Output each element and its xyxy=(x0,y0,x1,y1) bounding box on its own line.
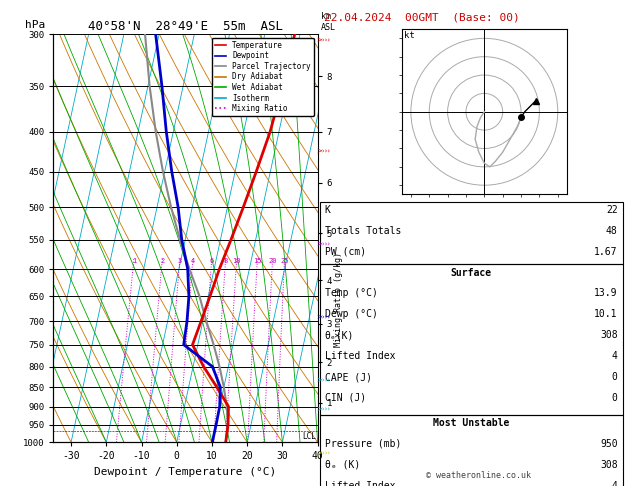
Text: 22: 22 xyxy=(606,205,618,215)
Text: K: K xyxy=(325,205,330,215)
Legend: Temperature, Dewpoint, Parcel Trajectory, Dry Adiabat, Wet Adiabat, Isotherm, Mi: Temperature, Dewpoint, Parcel Trajectory… xyxy=(211,38,314,116)
Text: >›››: >››› xyxy=(316,240,330,246)
Text: 8: 8 xyxy=(224,258,228,263)
Text: Dewp (°C): Dewp (°C) xyxy=(325,309,377,319)
Text: Mixing Ratio (g/kg): Mixing Ratio (g/kg) xyxy=(334,252,343,347)
Text: 48: 48 xyxy=(606,226,618,236)
Title: 40°58'N  28°49'E  55m  ASL: 40°58'N 28°49'E 55m ASL xyxy=(88,20,283,33)
Text: 22.04.2024  00GMT  (Base: 00): 22.04.2024 00GMT (Base: 00) xyxy=(324,12,520,22)
Text: Most Unstable: Most Unstable xyxy=(433,418,509,428)
Text: >›››: >››› xyxy=(316,449,330,455)
Text: © weatheronline.co.uk: © weatheronline.co.uk xyxy=(426,471,530,480)
Text: 25: 25 xyxy=(281,258,289,263)
Text: 4: 4 xyxy=(191,258,195,263)
Text: 308: 308 xyxy=(600,330,618,340)
Text: 15: 15 xyxy=(253,258,262,263)
Text: 1: 1 xyxy=(132,258,136,263)
Text: CIN (J): CIN (J) xyxy=(325,393,365,403)
X-axis label: Dewpoint / Temperature (°C): Dewpoint / Temperature (°C) xyxy=(94,467,277,477)
Text: >›››: >››› xyxy=(316,148,330,154)
Text: θₑ (K): θₑ (K) xyxy=(325,460,360,470)
Text: km
ASL: km ASL xyxy=(321,12,336,32)
Text: 2: 2 xyxy=(160,258,165,263)
Text: 20: 20 xyxy=(269,258,277,263)
Text: 0: 0 xyxy=(612,372,618,382)
Text: 4: 4 xyxy=(612,351,618,361)
Text: 3: 3 xyxy=(178,258,182,263)
Text: LCL: LCL xyxy=(303,432,316,441)
Text: >›››: >››› xyxy=(316,405,330,411)
Text: Lifted Index: Lifted Index xyxy=(325,481,395,486)
Text: kt: kt xyxy=(404,31,415,40)
Text: Lifted Index: Lifted Index xyxy=(325,351,395,361)
Text: 10: 10 xyxy=(233,258,241,263)
Text: PW (cm): PW (cm) xyxy=(325,246,365,257)
Text: Temp (°C): Temp (°C) xyxy=(325,288,377,298)
Text: 4: 4 xyxy=(612,481,618,486)
Text: 13.9: 13.9 xyxy=(594,288,618,298)
Y-axis label: hPa: hPa xyxy=(25,20,45,30)
Text: >›››: >››› xyxy=(316,376,330,382)
Text: θₑ(K): θₑ(K) xyxy=(325,330,354,340)
Text: 10.1: 10.1 xyxy=(594,309,618,319)
Text: Surface: Surface xyxy=(450,267,492,278)
Text: 6: 6 xyxy=(209,258,214,263)
Text: Pressure (mb): Pressure (mb) xyxy=(325,439,401,449)
Text: Totals Totals: Totals Totals xyxy=(325,226,401,236)
Text: 0: 0 xyxy=(612,393,618,403)
Text: >›››: >››› xyxy=(316,36,330,42)
Text: 1.67: 1.67 xyxy=(594,246,618,257)
Text: 950: 950 xyxy=(600,439,618,449)
Text: CAPE (J): CAPE (J) xyxy=(325,372,372,382)
Text: 308: 308 xyxy=(600,460,618,470)
Text: >›››: >››› xyxy=(316,313,330,319)
